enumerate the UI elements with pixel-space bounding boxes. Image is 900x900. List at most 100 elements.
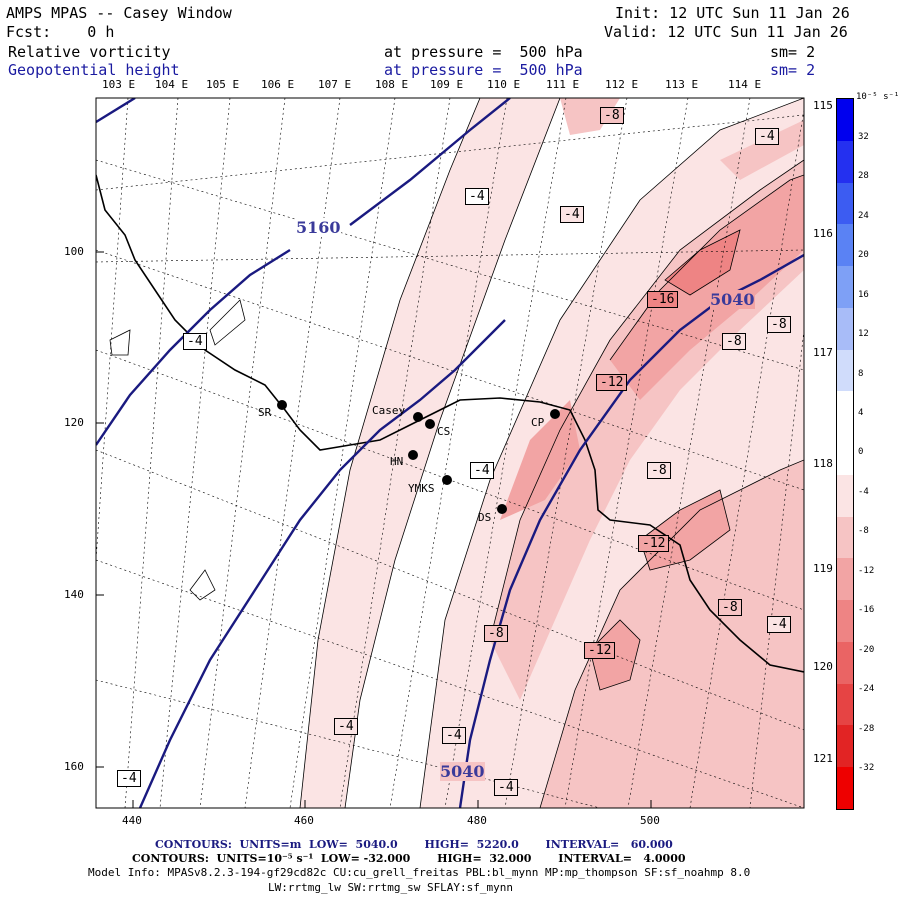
station-marker xyxy=(277,400,287,410)
colorbar-cell xyxy=(837,391,853,434)
plot-frame xyxy=(95,97,805,809)
vort-label: -12 xyxy=(596,374,628,391)
vort-label: -4 xyxy=(183,333,207,350)
height-label: 5040 xyxy=(440,762,485,781)
y-tick-label: 140 xyxy=(64,588,84,601)
station-marker xyxy=(408,450,418,460)
lon-label: 109 E xyxy=(430,78,464,91)
colorbar-label: 24 xyxy=(858,211,869,221)
field1-level: at pressure = 500 hPa xyxy=(384,43,583,61)
colorbar-label: -20 xyxy=(858,645,875,655)
x-tick-label: 500 xyxy=(640,814,660,827)
lon-label: 107 E xyxy=(318,78,352,91)
colorbar-cell xyxy=(837,641,853,684)
vort-label: -8 xyxy=(718,599,742,616)
colorbar-label: 12 xyxy=(858,329,869,339)
colorbar-label: 32 xyxy=(858,132,869,142)
field1-name: Relative vorticity xyxy=(8,43,171,61)
colorbar-cell xyxy=(837,683,853,726)
vort-label: -4 xyxy=(560,206,584,223)
colorbar-cell xyxy=(837,516,853,559)
model-info-2: LW:rrtmg_lw SW:rrtmg_sw SFLAY:sf_mynn xyxy=(268,881,514,894)
contour-info-vorticity: CONTOURS: UNITS=10⁻⁵ s⁻¹ LOW= -32.000 HI… xyxy=(132,852,686,865)
colorbar-label: -8 xyxy=(858,526,869,536)
station-label: SR xyxy=(258,406,272,419)
vort-label: -16 xyxy=(647,291,679,308)
colorbar-label: -4 xyxy=(858,487,869,497)
colorbar-label: 4 xyxy=(858,408,864,418)
forecast-hour: Fcst: 0 h xyxy=(6,23,115,41)
x-tick-label: 480 xyxy=(467,814,487,827)
colorbar-cell xyxy=(837,140,853,183)
colorbar-cell xyxy=(837,307,853,350)
init-time: Init: 12 UTC Sun 11 Jan 26 xyxy=(615,4,850,22)
vort-label: -4 xyxy=(494,779,518,796)
station-label: CS xyxy=(437,425,451,438)
lon-label: 104 E xyxy=(155,78,189,91)
lon-label: 114 E xyxy=(728,78,762,91)
field2-name: Geopotential height xyxy=(8,61,180,79)
vort-label: -4 xyxy=(334,718,358,735)
vort-label: -12 xyxy=(638,535,670,552)
y-tick-label: 100 xyxy=(64,245,84,258)
vort-label: -4 xyxy=(117,770,141,787)
lon-label: 110 E xyxy=(487,78,521,91)
colorbar xyxy=(836,98,854,810)
colorbar-label: -24 xyxy=(858,684,875,694)
station-label: DS xyxy=(478,511,492,524)
y-tick-label: 160 xyxy=(64,760,84,773)
vort-label: -8 xyxy=(722,333,746,350)
colorbar-label: 8 xyxy=(858,369,864,379)
height-label: 5040 xyxy=(710,290,755,309)
contour-info-height: CONTOURS: UNITS=m LOW= 5040.0 HIGH= 5220… xyxy=(155,838,673,851)
colorbar-cell xyxy=(837,349,853,392)
colorbar-cell xyxy=(837,99,853,141)
colorbar-cell xyxy=(837,266,853,308)
x-tick-label: 460 xyxy=(294,814,314,827)
lat-lon-grid xyxy=(96,98,804,808)
vorticity-shading xyxy=(300,98,804,808)
colorbar-label: 16 xyxy=(858,290,869,300)
vort-label: -8 xyxy=(600,107,624,124)
colorbar-label: -28 xyxy=(858,724,875,734)
station-marker xyxy=(413,412,423,422)
colorbar-cell xyxy=(837,558,853,601)
colorbar-cell xyxy=(837,224,853,267)
colorbar-cell xyxy=(837,433,853,475)
colorbar-label: 28 xyxy=(858,171,869,181)
vort-label: -4 xyxy=(755,128,779,145)
model-info: Model Info: MPASv8.2.3-194-gf29cd82c CU:… xyxy=(88,866,751,879)
vort-label: -4 xyxy=(470,462,494,479)
station-marker xyxy=(497,504,507,514)
lon-label: 106 E xyxy=(261,78,295,91)
vort-label: -8 xyxy=(484,625,508,642)
colorbar-cell xyxy=(837,767,853,810)
x-tick-label: 440 xyxy=(122,814,142,827)
map-title: AMPS MPAS -- Casey Window xyxy=(6,4,232,22)
lon-label: 111 E xyxy=(546,78,580,91)
vort-label: -8 xyxy=(647,462,671,479)
field2-level: at pressure = 500 hPa xyxy=(384,61,583,79)
vort-label: -4 xyxy=(442,727,466,744)
colorbar-cell xyxy=(837,600,853,642)
vort-label: -4 xyxy=(465,188,489,205)
y-tick-label: 120 xyxy=(64,416,84,429)
field2-smoothing: sm= 2 xyxy=(770,61,816,79)
field1-smoothing: sm= 2 xyxy=(770,43,816,61)
height-contours xyxy=(96,98,804,808)
lon-label: 103 E xyxy=(102,78,136,91)
colorbar-label: 0 xyxy=(858,447,864,457)
colorbar-cell xyxy=(837,474,853,517)
station-label: CP xyxy=(531,416,545,429)
station-marker xyxy=(425,419,435,429)
colorbar-label: -16 xyxy=(858,605,875,615)
colorbar-cell xyxy=(837,725,853,768)
vort-label: -4 xyxy=(767,616,791,633)
lon-label: 113 E xyxy=(665,78,699,91)
colorbar-label: -12 xyxy=(858,566,875,576)
lon-label: 112 E xyxy=(605,78,639,91)
station-label: YMKS xyxy=(408,482,435,495)
station-marker xyxy=(442,475,452,485)
colorbar-label: 20 xyxy=(858,250,869,260)
